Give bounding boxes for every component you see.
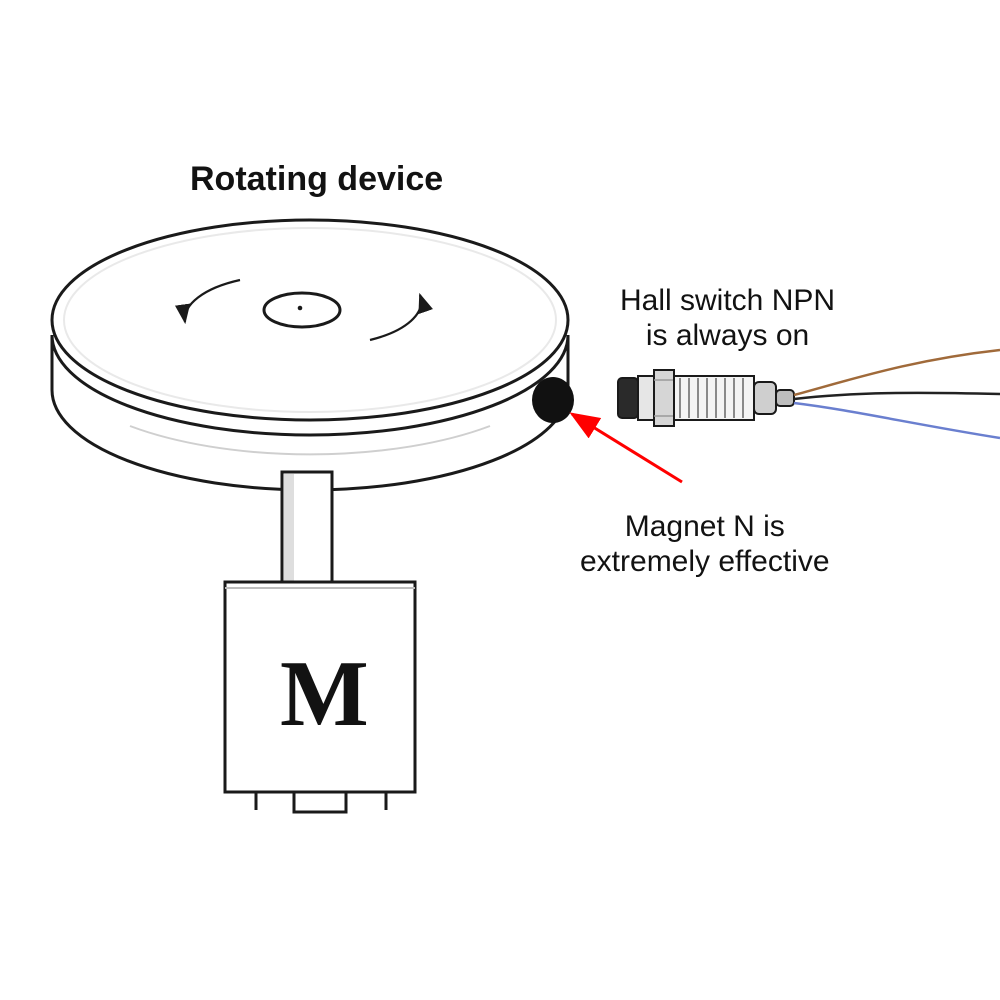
disc-hub	[264, 293, 340, 327]
rotating-device-label: Rotating device	[190, 160, 443, 199]
hall-sensor	[618, 350, 1000, 438]
hall-switch-label-line2: is always on	[620, 319, 835, 354]
motor-letter: M	[280, 640, 369, 748]
hall-switch-label-line1: Hall switch NPN	[620, 284, 835, 319]
shaft	[282, 472, 332, 584]
magnet-label: Magnet N is extremely effective	[580, 510, 830, 579]
magnet-label-line2: extremely effective	[580, 545, 830, 580]
magnet-dot	[532, 377, 574, 423]
hall-switch-label: Hall switch NPN is always on	[620, 284, 835, 353]
diagram-scene	[0, 0, 1000, 1000]
rotating-disc	[52, 220, 568, 490]
magnet-label-line1: Magnet N is	[580, 510, 830, 545]
